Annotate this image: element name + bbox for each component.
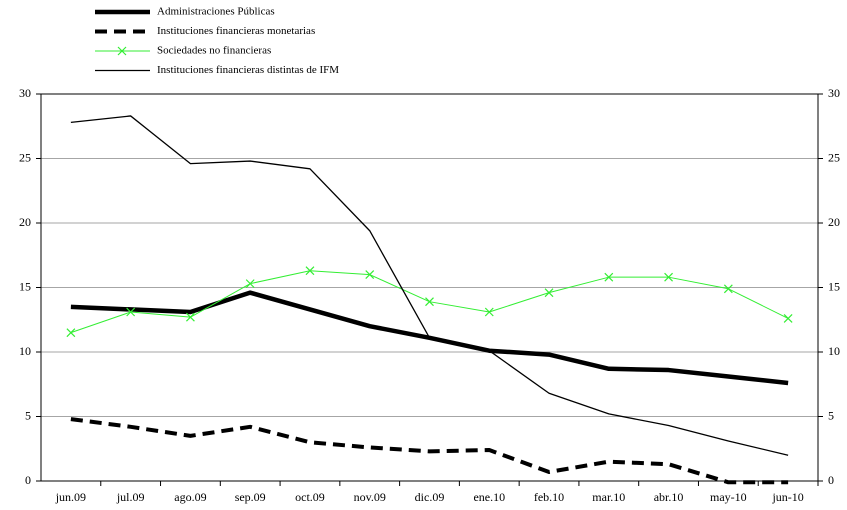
x-tick-label: may-10 (710, 490, 747, 504)
series-line (70, 417, 789, 485)
x-tick-label: mar.10 (592, 490, 625, 504)
y-tick-label: 25 (19, 150, 31, 164)
y-tick-label: 30 (19, 86, 31, 100)
series-marker (126, 307, 136, 317)
series-marker (783, 314, 793, 323)
y2-tick-label: 0 (828, 473, 834, 487)
y-tick-label: 15 (19, 279, 31, 293)
y-tick-label: 5 (25, 408, 31, 422)
series-marker (185, 312, 195, 322)
x-tick-label: ene.10 (473, 490, 505, 504)
x-tick-label: sep.09 (235, 490, 266, 504)
series-marker (723, 284, 733, 294)
x-tick-label: oct.09 (295, 490, 325, 504)
y2-tick-label: 15 (828, 279, 840, 293)
x-tick-label: jun-10 (771, 490, 803, 504)
legend-label: Instituciones financieras distintas de I… (157, 64, 339, 76)
x-tick-label: feb.10 (534, 490, 564, 504)
x-tick-label: jun.09 (55, 490, 86, 504)
y-tick-label: 0 (25, 473, 31, 487)
plot-border (40, 93, 819, 482)
series-marker (484, 307, 494, 317)
series-marker (664, 272, 674, 282)
series-marker (66, 328, 76, 338)
series-marker (305, 266, 315, 276)
y2-tick-label: 25 (828, 150, 840, 164)
y2-tick-label: 10 (828, 344, 840, 358)
legend-marker (117, 46, 127, 56)
x-tick-label: dic.09 (415, 490, 445, 504)
series-marker (245, 279, 255, 289)
x-tick-label: jul.09 (116, 490, 145, 504)
x-tick-label: nov.09 (354, 490, 386, 504)
x-tick-label: ago.09 (174, 490, 206, 504)
series-line (70, 115, 789, 456)
legend-label: Sociedades no financieras (157, 45, 271, 57)
y2-tick-label: 5 (828, 408, 834, 422)
y2-tick-label: 30 (828, 86, 840, 100)
y-tick-label: 20 (19, 215, 31, 229)
series-marker (365, 270, 375, 280)
y-tick-label: 10 (19, 344, 31, 358)
series-marker (604, 272, 614, 282)
x-tick-label: abr.10 (654, 490, 684, 504)
series-marker (544, 288, 554, 298)
legend-label: Instituciones financieras monetarias (157, 25, 315, 37)
y2-tick-label: 20 (828, 215, 840, 229)
series-marker (425, 297, 434, 307)
legend-label: Administraciones Públicas (157, 6, 275, 18)
